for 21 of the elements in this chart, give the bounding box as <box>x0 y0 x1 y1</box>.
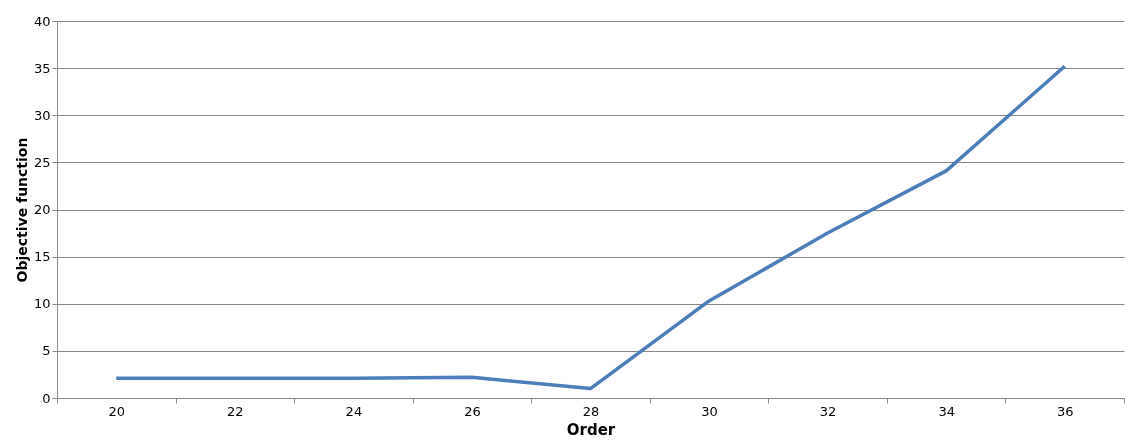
y-tick-label: 40 <box>33 13 51 29</box>
x-tick-label: 20 <box>108 403 126 419</box>
line-series <box>114 64 1067 391</box>
x-tick-label: 24 <box>345 403 363 419</box>
y-tick-label: 10 <box>33 296 51 312</box>
x-tick-label: 34 <box>938 403 955 419</box>
x-tick-label: 22 <box>227 403 244 419</box>
y-tick-label: 0 <box>42 390 51 406</box>
y-tick-label: 30 <box>33 107 51 123</box>
y-tick-label: 5 <box>42 343 51 359</box>
x-tick-label: 32 <box>819 403 837 419</box>
x-tick-label: 36 <box>1056 403 1074 419</box>
x-axis-title: Order <box>566 420 616 439</box>
y-tick-label: 15 <box>33 249 51 265</box>
y-axis-title: Objective function <box>13 137 30 283</box>
x-tick-label: 30 <box>701 403 718 419</box>
y-tick-label: 25 <box>33 154 51 170</box>
y-tick-label: 20 <box>33 202 51 217</box>
x-tick-label: 28 <box>582 403 600 419</box>
x-tick-label: 26 <box>464 403 481 419</box>
y-tick-label: 35 <box>33 60 51 76</box>
